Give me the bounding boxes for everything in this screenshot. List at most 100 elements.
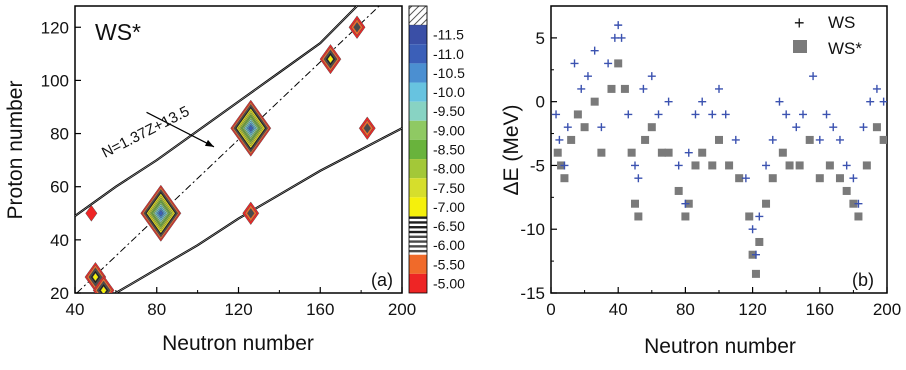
ws-star-point-5 — [580, 123, 589, 132]
colorbar-swatch-7 — [409, 159, 427, 179]
ws-point-28 — [731, 135, 740, 144]
colorbar-label-3: -10.0 — [433, 84, 465, 100]
colorbar-swatch-8 — [409, 178, 427, 198]
ws-point-6 — [583, 72, 592, 81]
ws-point-25 — [708, 110, 717, 119]
colorbar-label-10: -6.50 — [433, 218, 465, 234]
legend-label-ws: WS — [828, 13, 855, 32]
island-4-ring-2 — [363, 122, 372, 134]
a-ytick-label-3: 80 — [50, 125, 69, 144]
ws-point-10 — [610, 33, 619, 42]
ws-point-24 — [698, 97, 707, 106]
colorbar-swatch-stripe-11-0 — [409, 235, 427, 238]
ws-point-36 — [782, 110, 791, 119]
ws-point-40 — [815, 135, 824, 144]
ws-point-48 — [866, 97, 875, 106]
colorbar-label-11: -6.00 — [433, 237, 465, 253]
ws-star-point-16 — [657, 148, 666, 157]
ws-star-point-14 — [641, 135, 650, 144]
ws-star-point-30 — [755, 237, 764, 246]
ws-star-point-0 — [553, 148, 562, 157]
ws-point-47 — [859, 123, 868, 132]
ws-point-49 — [872, 84, 881, 93]
ws-point-1 — [555, 135, 564, 144]
ws-point-43 — [835, 135, 844, 144]
ws-star-point-9 — [614, 59, 623, 68]
legend-marker-ws: + — [794, 13, 805, 33]
colorbar-swatch-stripe-11-2 — [409, 245, 427, 248]
colorbar-swatch-9 — [409, 197, 427, 217]
colorbar-label-0: -11.5 — [433, 27, 464, 43]
ws-point-45 — [849, 174, 858, 183]
colorbar-label-8: -7.50 — [433, 180, 465, 196]
ws-star-point-35 — [795, 161, 804, 170]
b-xtick-label-5: 200 — [873, 300, 901, 319]
colorbar-swatch-13 — [409, 273, 427, 293]
ws-point-46 — [854, 199, 863, 208]
ws-star-point-29 — [751, 269, 760, 278]
ws-star-point-3 — [567, 135, 576, 144]
panel-b: 0 40 80 120 160 200 -15 -10 -5 0 5 + WS WS* (b) Ne… — [500, 5, 901, 358]
ws-point-23 — [691, 110, 700, 119]
ws-star-point-22 — [698, 148, 707, 157]
ws-star-point-38 — [825, 161, 834, 170]
ws-star-point-18 — [674, 186, 683, 195]
ws-star-point-31 — [762, 199, 771, 208]
ws-point-2 — [560, 161, 569, 170]
ws-point-37 — [792, 123, 801, 132]
colorbar-swatch-1 — [409, 44, 427, 64]
colorbar-swatch-0 — [409, 25, 427, 45]
a-xtick-label-4: 200 — [388, 300, 416, 319]
ws-star-point-4 — [573, 110, 582, 119]
ws-point-29 — [741, 174, 750, 183]
ws-point-7 — [590, 46, 599, 55]
ws-star-point-45 — [879, 135, 887, 144]
island-8-ring-0 — [85, 204, 98, 222]
ws-star-point-43 — [862, 161, 871, 170]
ws-point-50 — [879, 97, 887, 106]
colorbar-swatch-stripe-10-2 — [409, 226, 427, 229]
ws-star-point-17 — [664, 148, 673, 157]
ws-point-32 — [755, 212, 764, 221]
panel-a-xlabel: Neutron number — [162, 332, 314, 355]
colorbar-label-5: -9.00 — [433, 122, 465, 138]
b-xtick-label-2: 80 — [676, 300, 695, 319]
colorbar-label-7: -8.00 — [433, 161, 465, 177]
ws-star-point-33 — [778, 148, 787, 157]
b-xtick-label-3: 120 — [738, 300, 766, 319]
ws-point-5 — [577, 84, 586, 93]
island-1-ring-12 — [248, 124, 254, 132]
a-ytick-label-4: 100 — [41, 71, 69, 90]
ws-point-30 — [748, 225, 757, 234]
island-5-ring-2 — [246, 207, 255, 219]
ws-star-point-41 — [849, 199, 858, 208]
colorbar-swatch-6 — [409, 139, 427, 160]
ws-star-point-39 — [835, 174, 844, 183]
colorbar-swatch-stripe-11-1 — [409, 240, 427, 243]
island-6-ring-4 — [92, 272, 99, 282]
ws-point-8 — [597, 123, 606, 132]
ws-point-42 — [829, 123, 838, 132]
ws-star-point-7 — [597, 148, 606, 157]
colorbar: -11.5 -11.0 -10.5 -10.0 -9.50 -9.00 -8.50 -8.00… — [408, 5, 465, 294]
legend-label-ws-star: WS* — [828, 39, 862, 58]
ws-star-point-19 — [681, 212, 690, 221]
colorbar-swatch-stripe-11-3 — [409, 249, 427, 253]
b-xtick-label-4: 160 — [806, 300, 834, 319]
colorbar-frame — [408, 5, 428, 294]
ws-star-point-42 — [854, 212, 863, 221]
colorbar-overflow-swatch — [408, 5, 428, 26]
ws-star-point-8 — [607, 84, 616, 93]
ws-point-4 — [570, 59, 579, 68]
panel-a-corner-title: WS* — [95, 19, 141, 45]
ws-star-point-40 — [842, 186, 851, 195]
colorbar-swatch-stripe-10-1 — [409, 221, 427, 224]
ws-point-18 — [654, 110, 663, 119]
ws-star-point-11 — [627, 148, 636, 157]
ws-point-0 — [552, 110, 561, 119]
ws-point-41 — [822, 110, 831, 119]
annotation-arrowhead — [204, 139, 214, 147]
island-3-ring-2 — [353, 21, 361, 33]
ws-point-26 — [715, 84, 723, 93]
